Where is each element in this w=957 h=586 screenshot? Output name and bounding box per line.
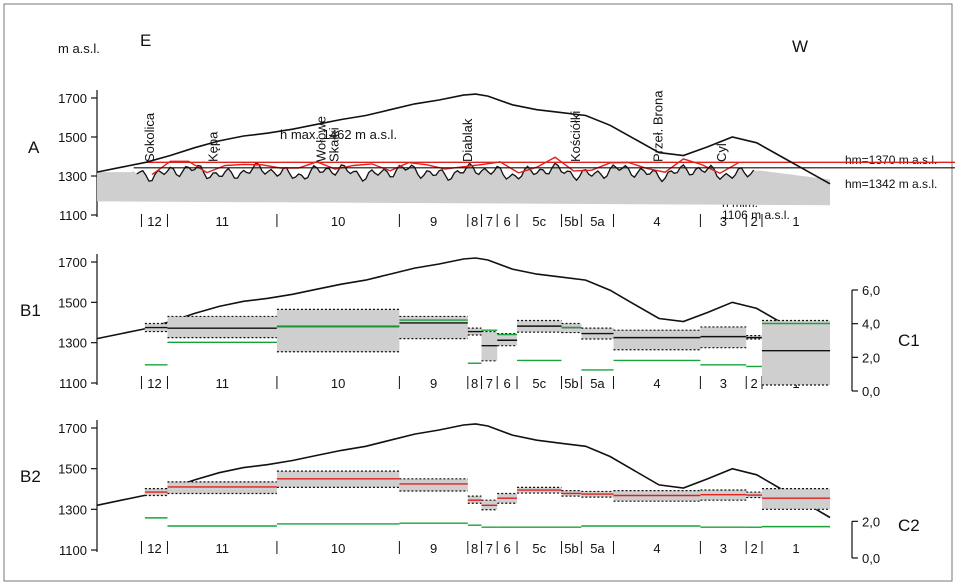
y-tick-label: 1300	[58, 502, 87, 517]
panel-label-a: A	[28, 138, 40, 157]
segment-label: 2	[750, 214, 757, 229]
y-tick-label: 1100	[59, 208, 87, 223]
right-tick-label: 2,0	[862, 350, 880, 365]
ridge-profile-line	[96, 93, 831, 185]
segment-label: 5c	[532, 376, 546, 391]
place-label: Wołowe	[314, 116, 329, 162]
right-tick-label: 2,0	[862, 514, 880, 529]
place-label: Skałki	[326, 127, 341, 162]
segment-label: 6	[504, 214, 511, 229]
place-label: Sokolica	[142, 112, 157, 162]
segment-label: 3	[720, 541, 727, 556]
y-tick-label: 1500	[58, 295, 87, 310]
ridge-profile-line	[96, 257, 831, 352]
segment-label: 10	[331, 214, 345, 229]
segment-label: 7	[486, 541, 493, 556]
segment-label: 5b	[564, 214, 578, 229]
crest-detail-line	[136, 162, 755, 183]
segment-label: 4	[653, 376, 660, 391]
segment-label: 4	[653, 214, 660, 229]
right-tick-label: 0,0	[862, 384, 880, 399]
annotation-h-min-value: 1106 m a.s.l.	[722, 208, 790, 222]
panel-label-b2: B2	[20, 467, 41, 486]
y-tick-label: 1100	[59, 376, 87, 391]
range-band	[761, 488, 830, 510]
y-tick-label: 1700	[58, 421, 87, 436]
y-unit-label: m a.s.l.	[58, 41, 100, 56]
panel-label-b1: B1	[20, 301, 41, 320]
y-tick-label: 1700	[58, 255, 87, 270]
range-band	[276, 309, 400, 352]
segment-label: 2	[750, 541, 757, 556]
segment-label: 6	[504, 376, 511, 391]
segment-label: 10	[331, 541, 345, 556]
segment-label: 3	[720, 214, 727, 229]
segment-label: 5c	[532, 541, 546, 556]
range-band	[399, 316, 468, 339]
annotation-h-max: h max. 1462 m a.s.l.	[280, 127, 397, 142]
crest-envelope-line	[151, 156, 739, 176]
segment-label: 12	[147, 376, 161, 391]
segment-label: 5a	[590, 214, 605, 229]
range-band	[761, 320, 830, 386]
segment-label: 4	[653, 541, 660, 556]
segment-label: 1	[792, 541, 799, 556]
y-tick-label: 1500	[58, 130, 87, 145]
y-tick-label: 1300	[58, 336, 87, 351]
figure-frame	[3, 3, 953, 582]
range-band	[167, 481, 277, 494]
segment-label: 8	[471, 376, 478, 391]
segment-label: 1	[792, 214, 799, 229]
direction-west: W	[792, 37, 808, 56]
segment-label: 9	[430, 214, 437, 229]
segment-label: 5a	[590, 376, 605, 391]
annotation-hm-red: hm=1370 m a.s.l.	[845, 153, 937, 167]
segment-label: 11	[215, 376, 229, 391]
y-tick-label: 1500	[58, 462, 87, 477]
annotation-hm-black: hm=1342 m a.s.l.	[845, 177, 937, 191]
y-tick-label: 1300	[58, 169, 87, 184]
right-tick-label: 4,0	[862, 317, 880, 332]
place-label: Przeł. Brona	[650, 90, 665, 162]
y-tick-label: 1700	[58, 91, 87, 106]
segment-label: 8	[471, 214, 478, 229]
place-label: Diablak	[460, 118, 475, 162]
right-axis-label-c2: C2	[898, 516, 920, 535]
right-tick-label: 6,0	[862, 283, 880, 298]
segment-label: 11	[215, 214, 229, 229]
segment-label: 8	[471, 541, 478, 556]
segment-label: 7	[486, 214, 493, 229]
segment-label: 10	[331, 376, 345, 391]
range-band	[399, 478, 468, 492]
terrain-fill	[97, 163, 830, 206]
direction-east: E	[140, 31, 151, 50]
segment-label: 5b	[564, 376, 578, 391]
segment-label: 6	[504, 541, 511, 556]
segment-label: 9	[430, 541, 437, 556]
segment-label: 2	[750, 376, 757, 391]
ridge-profile-line	[96, 423, 831, 519]
segment-label: 5a	[590, 541, 605, 556]
segment-label: 7	[486, 376, 493, 391]
range-band	[613, 330, 701, 350]
range-band	[167, 316, 277, 338]
segment-label: 11	[215, 541, 229, 556]
segment-label: 5b	[564, 541, 578, 556]
right-axis-label-c1: C1	[898, 331, 920, 350]
place-label: Kościółki	[568, 111, 583, 162]
y-tick-label: 1100	[59, 543, 87, 558]
right-tick-label: 0,0	[862, 551, 880, 566]
segment-label: 3	[720, 376, 727, 391]
segment-label: 5c	[532, 214, 546, 229]
segment-label: 12	[147, 214, 161, 229]
place-label: Kępa	[206, 131, 221, 162]
segment-label: 9	[430, 376, 437, 391]
range-band	[700, 326, 747, 348]
segment-label: 12	[147, 541, 161, 556]
place-label: Cyl	[714, 143, 729, 162]
